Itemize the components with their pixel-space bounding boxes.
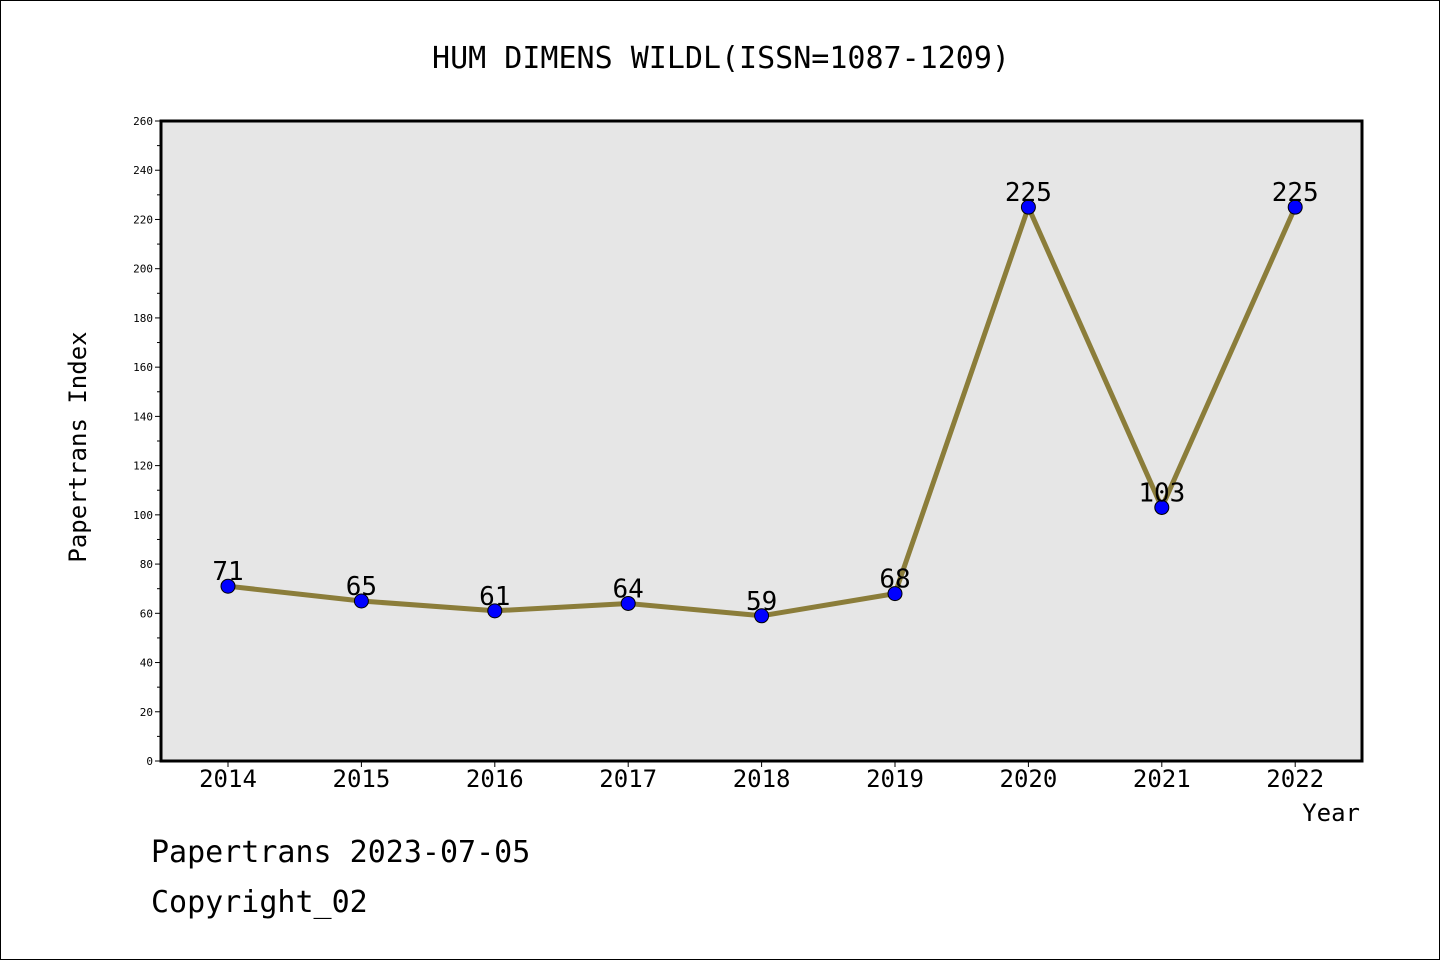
data-point bbox=[220, 578, 236, 594]
y-tick-label: 40 bbox=[140, 657, 153, 670]
footer-copyright: Copyright_02 bbox=[151, 885, 368, 920]
x-tick-label: 2016 bbox=[466, 765, 524, 793]
x-tick-label: 2019 bbox=[866, 765, 924, 793]
data-label: 71 bbox=[212, 557, 243, 587]
data-point bbox=[1154, 499, 1170, 515]
y-tick-label: 240 bbox=[133, 164, 153, 177]
y-tick-label: 60 bbox=[140, 607, 153, 620]
data-label: 225 bbox=[1272, 178, 1319, 208]
x-tick-label: 2021 bbox=[1133, 765, 1191, 793]
x-tick-label: 2022 bbox=[1266, 765, 1324, 793]
series-layer: 71 65 61 64 59 68 225 103 225 bbox=[212, 178, 1319, 624]
y-tick-label: 100 bbox=[133, 509, 153, 522]
plot-area bbox=[159, 119, 1364, 763]
data-point bbox=[887, 586, 903, 602]
data-label: 103 bbox=[1138, 478, 1185, 508]
data-point bbox=[1287, 199, 1303, 215]
y-tick-label: 220 bbox=[133, 213, 153, 226]
footer-date: Papertrans 2023-07-05 bbox=[151, 835, 531, 870]
y-tick-label: 260 bbox=[133, 115, 153, 128]
data-label: 68 bbox=[879, 565, 910, 595]
data-label: 65 bbox=[346, 572, 377, 602]
y-tick-label: 160 bbox=[133, 361, 153, 374]
data-label: 59 bbox=[746, 587, 777, 617]
data-label: 61 bbox=[479, 582, 510, 612]
data-point bbox=[353, 593, 369, 609]
x-tick-label: 2017 bbox=[599, 765, 657, 793]
data-label: 64 bbox=[613, 574, 644, 604]
x-axis: 2014 2015 2016 2017 2018 2019 2020 2021 2022 bbox=[199, 761, 1324, 793]
data-point bbox=[754, 608, 770, 624]
y-tick-label: 200 bbox=[133, 263, 153, 276]
data-label: 225 bbox=[1005, 178, 1052, 208]
y-tick-label: 0 bbox=[146, 755, 153, 768]
chart-title: HUM DIMENS WILDL(ISSN=1087-1209) bbox=[432, 41, 1010, 76]
data-point bbox=[1020, 199, 1036, 215]
x-axis-label: Year bbox=[1302, 799, 1360, 827]
y-tick-label: 180 bbox=[133, 312, 153, 325]
y-tick-label: 20 bbox=[140, 706, 153, 719]
y-tick-label: 140 bbox=[133, 410, 153, 423]
y-tick-label: 80 bbox=[140, 558, 153, 571]
y-axis-label: Papertrans Index bbox=[64, 331, 92, 562]
x-tick-label: 2015 bbox=[333, 765, 391, 793]
x-tick-label: 2014 bbox=[199, 765, 257, 793]
data-point bbox=[620, 595, 636, 611]
y-axis: 0 20 40 60 80 100 120 140 160 180 200 220 240 260 bbox=[133, 115, 161, 768]
y-tick-label: 120 bbox=[133, 460, 153, 473]
x-tick-label: 2018 bbox=[733, 765, 791, 793]
x-tick-label: 2020 bbox=[1000, 765, 1058, 793]
data-point bbox=[487, 603, 503, 619]
